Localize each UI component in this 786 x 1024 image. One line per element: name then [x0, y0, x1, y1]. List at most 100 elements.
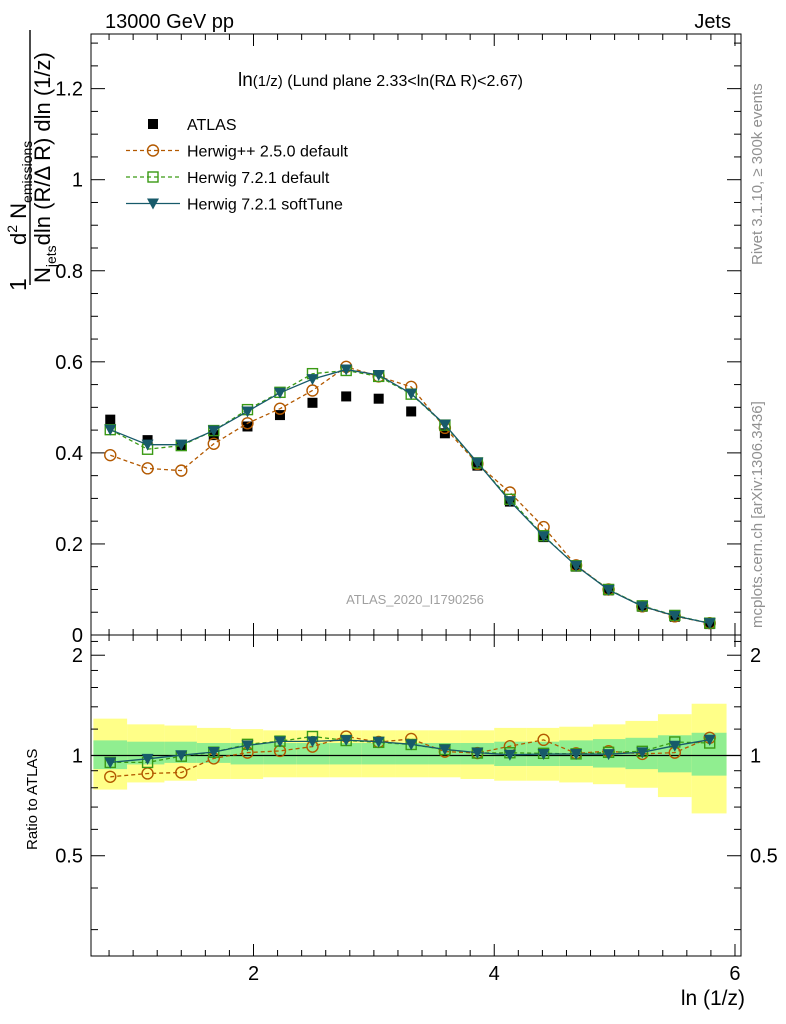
x-tick-label: 2	[248, 963, 259, 985]
data-point	[537, 531, 550, 543]
legend-label: Herwig++ 2.5.0 default	[187, 144, 349, 161]
data-point	[242, 421, 253, 432]
ratio-point	[405, 739, 418, 751]
ratio-series	[104, 730, 716, 783]
y-tick-label-ratio: 2	[72, 645, 83, 667]
data-point	[175, 439, 188, 451]
ratio-point	[175, 750, 188, 762]
y-tick-label-ratio-right: 0.5	[750, 846, 778, 868]
legend-label: Herwig 7.2.1 softTune	[187, 197, 343, 214]
data-point	[668, 610, 681, 622]
side-label-rivet: Rivet 3.1.10, ≥ 300k events	[749, 83, 766, 265]
analysis-watermark: ATLAS_2020_I1790256	[346, 592, 484, 607]
side-label-mcplots: mcplots.cern.ch [arXiv:1306.3436]	[749, 401, 766, 628]
plot-title: ln(1/z) (Lund plane 2.33<ln(R∆ R)<2.67)	[238, 70, 523, 91]
data-point	[241, 417, 254, 430]
ratio-point	[537, 733, 550, 747]
data-point	[503, 496, 516, 508]
data-point	[104, 448, 117, 462]
axis-ticks	[91, 34, 741, 956]
svg-text:Rivet 3.1.10, ≥ 300k events: Rivet 3.1.10, ≥ 300k events	[749, 83, 766, 265]
data-point	[405, 388, 418, 400]
header-right: Jets	[694, 11, 731, 33]
y-tick-label-zero: 0	[72, 625, 83, 647]
svg-text:d2 Nemissions: d2 Nemissions	[4, 141, 35, 245]
data-point	[141, 462, 154, 475]
y-tick-label-main: 1.2	[55, 79, 83, 101]
data-point	[241, 406, 254, 418]
ratio-point	[537, 749, 550, 761]
main-series	[104, 360, 716, 630]
data-point	[636, 601, 649, 613]
y-tick-label-main: 1	[72, 170, 83, 192]
axis-labels: 0.2 0.4 0.6 0.8 1 1.2 0 0.5 0.5 1 1 2 2 2 4 6	[55, 79, 778, 985]
y-tick-label-ratio: 0.5	[55, 846, 83, 868]
legend-marker	[146, 144, 160, 157]
band-inner-bin	[361, 743, 396, 765]
legend-marker	[148, 119, 158, 129]
y-tick-label-main: 0.6	[55, 352, 83, 374]
ratio-point	[104, 757, 117, 769]
ratio-point	[175, 766, 188, 779]
band-inner-bin	[230, 743, 264, 765]
data-point	[306, 374, 319, 386]
ratio-line	[110, 735, 710, 778]
data-point	[307, 397, 318, 408]
data-point	[273, 387, 286, 399]
data-point	[104, 424, 117, 436]
ratio-point	[636, 747, 649, 759]
ratio-ylabel: Ratio to ATLAS	[24, 749, 41, 850]
legend-marker	[147, 198, 159, 210]
data-point	[373, 393, 384, 404]
ratio-point	[471, 747, 484, 759]
y-tick-label-ratio-right: 1	[750, 745, 761, 767]
x-tick-label: 4	[489, 963, 500, 985]
data-point	[273, 402, 287, 415]
band-inner-bin	[263, 743, 297, 765]
ratio-point	[273, 736, 286, 748]
legend-label: Herwig 7.2.1 default	[187, 170, 330, 187]
header-left: 13000 GeV pp	[105, 11, 234, 33]
data-point	[105, 414, 116, 425]
svg-text:Njetsdln (R/Δ R) dln (1/z): Njetsdln (R/Δ R) dln (1/z)	[30, 52, 59, 283]
ratio-point	[340, 735, 353, 747]
data-point	[340, 364, 353, 376]
series-line	[110, 366, 710, 624]
ratio-uncertainty-bands	[91, 703, 741, 814]
legend: ATLAS Herwig++ 2.5.0 default Herwig 7.2.1 …	[126, 117, 349, 214]
data-point	[438, 419, 451, 431]
legend-marker	[147, 171, 159, 183]
band-inner-bin	[395, 743, 429, 765]
y-tick-label-main: 0.8	[55, 261, 83, 283]
data-point	[175, 464, 188, 477]
ratio-point	[438, 744, 451, 756]
band-inner-bin	[127, 741, 165, 765]
data-point	[207, 437, 220, 450]
svg-text:Ratio to ATLAS: Ratio to ATLAS	[24, 749, 41, 850]
svg-text:mcplots.cern.ch [arXiv:1306.34: mcplots.cern.ch [arXiv:1306.3436]	[749, 401, 766, 628]
ratio-point	[306, 736, 319, 748]
ratio-point	[668, 740, 681, 752]
x-tick-label: 6	[729, 963, 740, 985]
band-inner-bin	[329, 743, 362, 765]
ratio-point	[602, 749, 615, 761]
main-ylabel: 1 Njetsdln (R/Δ R) dln (1/z) d2 Nemissio…	[4, 30, 59, 291]
data-point	[341, 391, 352, 402]
ratio-point	[372, 736, 385, 748]
data-point	[274, 410, 285, 421]
x-axis-label: ln (1/z)	[681, 987, 745, 1010]
ratio-point	[570, 749, 583, 761]
ratio-point	[703, 734, 716, 746]
y-tick-label-ratio: 1	[72, 745, 83, 767]
data-point	[703, 618, 716, 630]
data-point	[372, 370, 385, 382]
plot-frames	[90, 33, 742, 957]
svg-text:1: 1	[5, 278, 31, 291]
legend-label: ATLAS	[187, 117, 237, 134]
band-inner-bin	[296, 743, 330, 765]
y-tick-label-main: 0.2	[55, 534, 83, 556]
data-point	[570, 560, 583, 572]
ratio-point	[104, 770, 117, 783]
y-tick-label-ratio-right: 2	[750, 645, 761, 667]
